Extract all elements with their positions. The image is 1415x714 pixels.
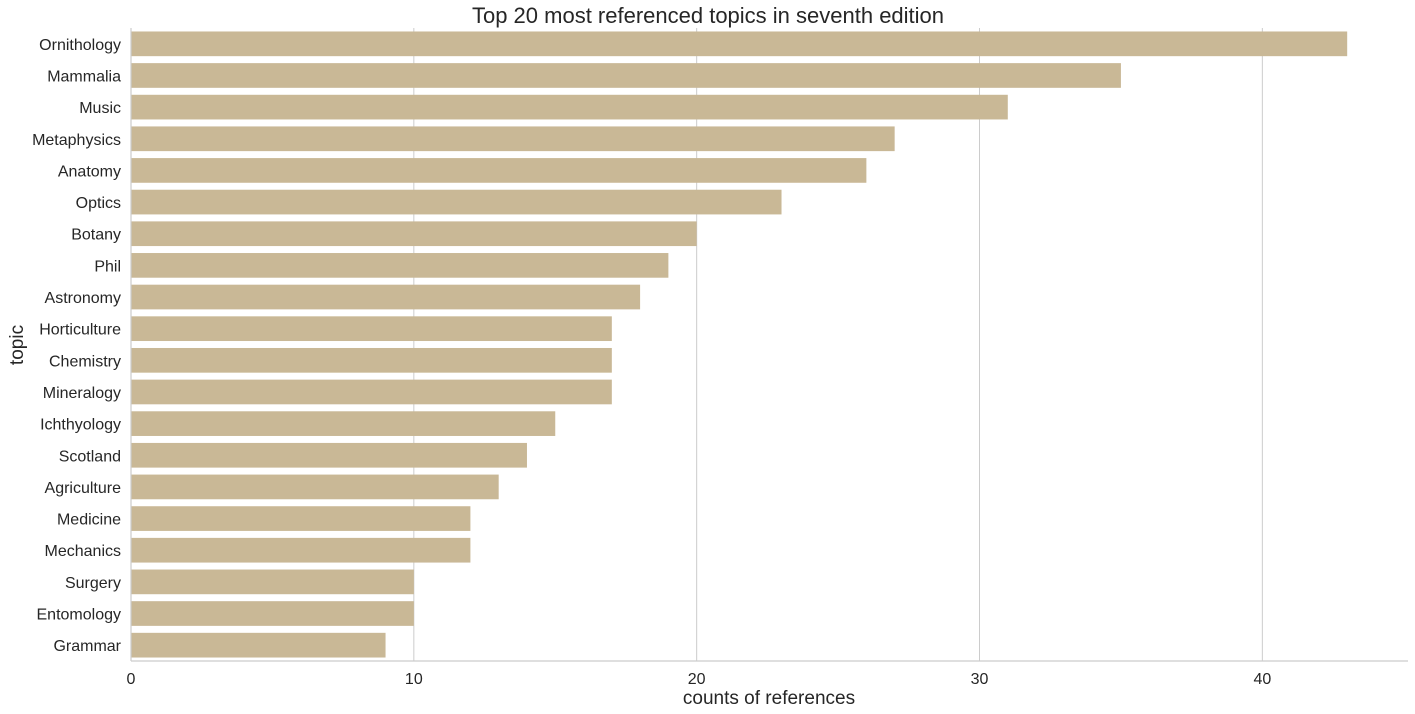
x-tick-label: 20 bbox=[688, 671, 706, 688]
bar-chemistry bbox=[131, 347, 612, 373]
bar-mineralogy bbox=[131, 379, 612, 405]
bar-mechanics bbox=[131, 537, 471, 563]
bar-ichthyology bbox=[131, 411, 556, 436]
bar-ornithology bbox=[131, 31, 1348, 57]
x-tick-label: 40 bbox=[1253, 671, 1271, 688]
y-axis-label: topic bbox=[7, 325, 28, 365]
y-tick-label: Ichthyology bbox=[40, 417, 121, 434]
y-tick-label: Phil bbox=[94, 258, 121, 275]
x-tick-label: 30 bbox=[971, 671, 989, 688]
y-tick-label: Botany bbox=[71, 227, 121, 244]
bar-anatomy bbox=[131, 158, 867, 183]
y-tick-label: Music bbox=[79, 100, 121, 117]
x-tick-label: 0 bbox=[127, 671, 136, 688]
y-tick-label: Optics bbox=[76, 195, 121, 212]
chart-title: Top 20 most referenced topics in seventh… bbox=[472, 3, 944, 28]
bars bbox=[131, 31, 1348, 658]
bar-music bbox=[131, 94, 1008, 120]
bar-astronomy bbox=[131, 284, 641, 310]
bar-optics bbox=[131, 189, 782, 215]
y-tick-label: Anatomy bbox=[58, 163, 121, 180]
x-tick-label: 10 bbox=[405, 671, 423, 688]
bar-botany bbox=[131, 221, 697, 247]
y-tick-label: Astronomy bbox=[45, 290, 121, 307]
gridlines bbox=[413, 28, 1263, 661]
bar-mammalia bbox=[131, 63, 1121, 88]
y-tick-label: Medicine bbox=[57, 512, 121, 529]
bar-scotland bbox=[131, 442, 527, 468]
bar-metaphysics bbox=[131, 126, 895, 152]
y-tick-label: Agriculture bbox=[45, 480, 122, 497]
x-axis-label: counts of references bbox=[683, 688, 855, 709]
y-tick-label: Scotland bbox=[59, 448, 121, 465]
y-tick-label: Mechanics bbox=[45, 543, 121, 560]
y-tick-label: Mineralogy bbox=[43, 385, 121, 402]
bar-agriculture bbox=[131, 474, 499, 500]
bar-phil bbox=[131, 253, 669, 278]
y-tick-label: Chemistry bbox=[49, 353, 121, 370]
bar-horticulture bbox=[131, 316, 612, 342]
y-tick-label: Horticulture bbox=[39, 322, 121, 339]
y-tick-label: Entomology bbox=[37, 607, 122, 624]
bar-entomology bbox=[131, 601, 414, 626]
y-tick-label: Grammar bbox=[53, 638, 121, 655]
y-tick-labels: Ornithology Mammalia Music Metaphysics Anato… bbox=[32, 37, 122, 655]
bar-surgery bbox=[131, 569, 414, 595]
y-tick-label: Mammalia bbox=[47, 68, 121, 85]
x-tick-labels: 0 10 20 30 40 bbox=[127, 671, 1272, 688]
y-tick-label: Metaphysics bbox=[32, 132, 121, 149]
y-tick-label: Surgery bbox=[65, 575, 121, 592]
bar-medicine bbox=[131, 506, 471, 531]
bar-grammar bbox=[131, 632, 386, 658]
y-tick-label: Ornithology bbox=[39, 37, 121, 54]
